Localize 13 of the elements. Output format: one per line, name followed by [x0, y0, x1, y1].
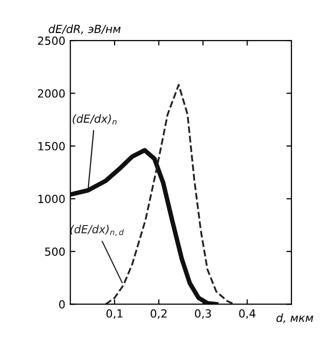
x-tick-label: 0,3	[194, 309, 211, 319]
y-tick-label: 500	[45, 247, 65, 256]
x-axis-title: d, мкм	[276, 313, 314, 324]
y-tick-label: 1500	[38, 142, 65, 150]
y-tick-label: 0	[59, 300, 65, 309]
y-tick-label: 1000	[38, 194, 65, 204]
x-tick-label: 0,2	[150, 309, 167, 319]
y-axis-title: dE/dR, эВ/нм	[48, 24, 121, 34]
text: (dE/dx)$_{n}$	[72, 114, 117, 125]
x-tick-label: 0,4	[239, 309, 256, 319]
y-tick-label: 2500	[38, 36, 65, 45]
x-tick-label: 0,1	[106, 309, 122, 319]
y-tick-label: 2000	[38, 89, 65, 98]
